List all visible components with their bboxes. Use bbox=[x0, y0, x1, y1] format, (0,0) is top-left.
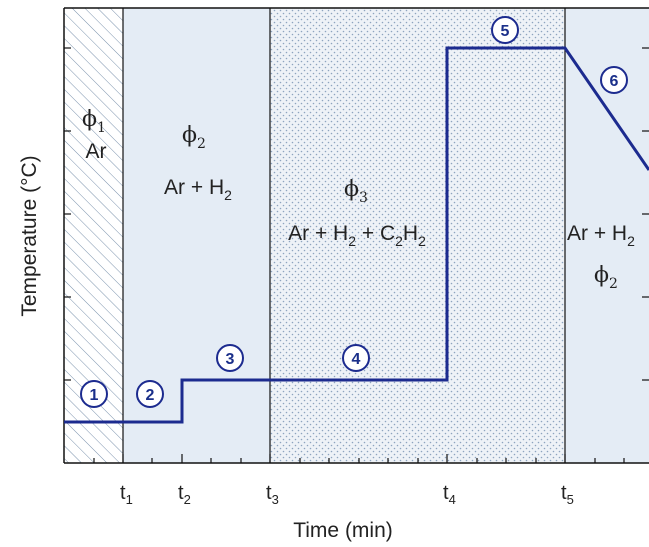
x-tick-label: t2 bbox=[178, 482, 191, 507]
x-tick-label: t5 bbox=[561, 482, 574, 507]
phase-symbol: ϕ3 bbox=[344, 177, 368, 206]
temperature-profile-line bbox=[64, 46, 649, 424]
phase-symbol: ϕ2 bbox=[182, 123, 206, 152]
x-tick-label: t3 bbox=[266, 482, 279, 507]
phase-boundaries bbox=[122, 8, 566, 463]
step-number: 3 bbox=[226, 351, 235, 368]
phase-gas-label: Ar + H2 bbox=[164, 176, 232, 203]
phase-gas-label: Ar + H2 bbox=[567, 222, 635, 249]
phase-symbol: ϕ1 bbox=[82, 107, 106, 136]
phase-gas-label: Ar + H2 + C2H2 bbox=[288, 222, 426, 249]
x-tick-label: t1 bbox=[120, 482, 133, 507]
y-axis-ticks bbox=[64, 47, 649, 423]
step-number: 6 bbox=[610, 73, 619, 90]
phase-gas-label: Ar bbox=[86, 140, 107, 163]
step-number: 1 bbox=[90, 387, 99, 404]
x-axis-title: Time (min) bbox=[293, 519, 393, 542]
phase-symbol: ϕ2 bbox=[594, 263, 618, 292]
phase-label-1: ϕ1 Ar bbox=[82, 107, 106, 163]
x-tick-label: t4 bbox=[443, 482, 456, 507]
step-marker-6: 6 bbox=[600, 66, 628, 94]
phase-label-3: ϕ3 Ar + H2 + C2H2 bbox=[288, 177, 426, 249]
x-axis-ticks bbox=[93, 454, 625, 463]
step-marker-5: 5 bbox=[491, 16, 519, 44]
step-marker-3: 3 bbox=[216, 344, 244, 372]
step-marker-2: 2 bbox=[136, 380, 164, 408]
x-tick-labels: t1 t2 t3 t4 t5 bbox=[120, 482, 574, 507]
axes-frame bbox=[63, 7, 649, 464]
step-marker-4: 4 bbox=[342, 344, 370, 372]
step-number: 5 bbox=[501, 23, 510, 40]
phase-label-4: Ar + H2 ϕ2 bbox=[567, 222, 635, 292]
y-axis-title: Temperature (°C) bbox=[18, 155, 41, 316]
step-number: 2 bbox=[146, 387, 155, 404]
step-number: 4 bbox=[352, 351, 361, 368]
phase-label-2: ϕ2 Ar + H2 bbox=[164, 123, 232, 203]
step-marker-1: 1 bbox=[80, 380, 108, 408]
phase-region-3 bbox=[270, 8, 565, 463]
